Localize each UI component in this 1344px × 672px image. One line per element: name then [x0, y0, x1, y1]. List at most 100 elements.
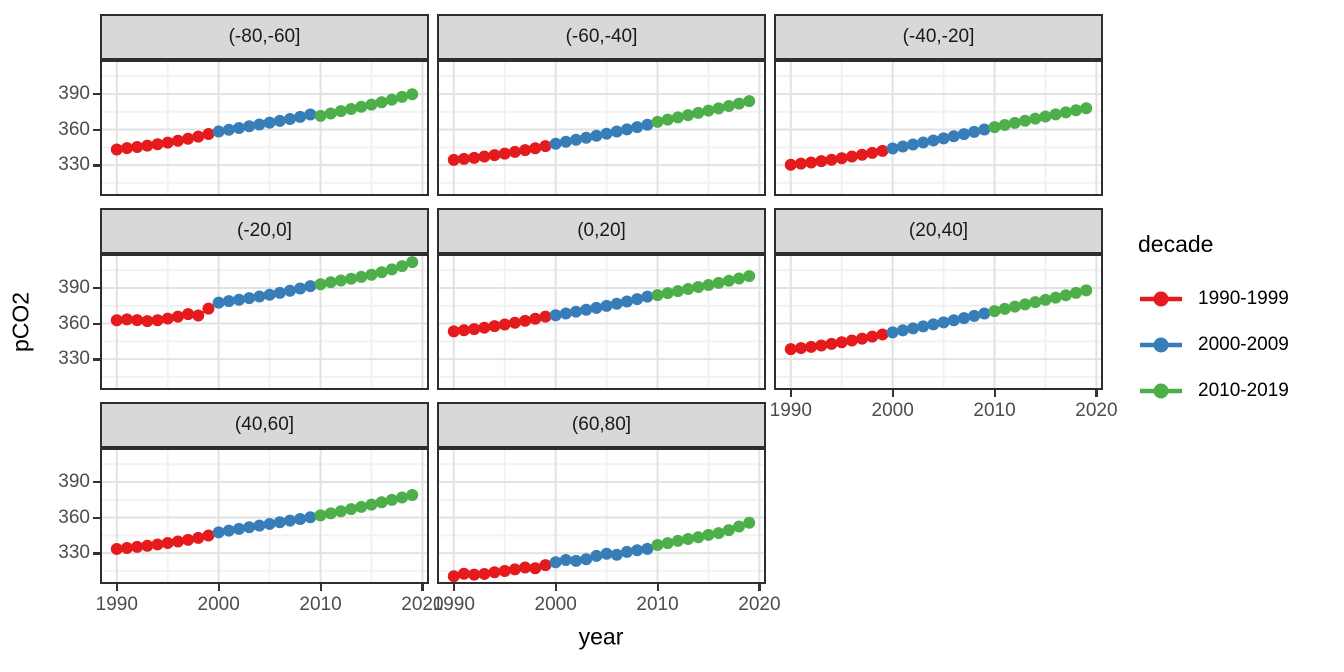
data-point	[233, 293, 246, 306]
data-point	[151, 538, 164, 551]
data-point	[324, 107, 337, 120]
data-point	[907, 138, 920, 151]
data-point	[355, 500, 368, 513]
y-tick-mark	[93, 92, 100, 96]
facet-plot-area	[776, 256, 1101, 388]
data-point	[141, 539, 154, 552]
y-tick-label: 360	[58, 506, 90, 528]
data-point	[917, 320, 930, 333]
legend-key-glyph	[1140, 291, 1182, 307]
data-point	[559, 307, 572, 320]
data-point	[212, 296, 225, 309]
data-point	[263, 517, 276, 530]
data-point	[692, 281, 705, 294]
x-tick-label: 2000	[871, 400, 914, 421]
data-point	[1039, 110, 1052, 123]
legend-entries: 1990-1999 2000-2009 2010-2019	[1138, 276, 1289, 414]
data-point	[702, 528, 715, 541]
x-tick-label: 1990	[432, 594, 475, 615]
data-point	[161, 537, 174, 550]
data-point	[1059, 289, 1072, 302]
data-point	[1019, 114, 1032, 127]
data-point	[406, 88, 419, 101]
data-point	[917, 136, 930, 149]
data-point	[651, 289, 664, 302]
data-point	[243, 120, 256, 133]
facet-strip-label: (-80,-60]	[100, 14, 429, 60]
data-point	[825, 153, 838, 166]
data-point	[468, 323, 481, 336]
data-point	[243, 521, 256, 534]
y-tick-label: 390	[58, 82, 90, 104]
data-point	[457, 324, 470, 337]
data-point	[907, 322, 920, 335]
data-point	[1070, 104, 1083, 117]
data-point	[508, 563, 521, 576]
data-point	[324, 276, 337, 289]
x-axis-title: year	[578, 623, 624, 650]
data-point	[590, 129, 603, 142]
data-point	[631, 293, 644, 306]
facet-strip-label: (-40,-20]	[774, 14, 1103, 60]
x-tick-label: 2010	[973, 400, 1016, 421]
y-tick-label: 390	[58, 276, 90, 298]
data-point	[334, 274, 347, 287]
facet-strip-label: (0,20]	[437, 208, 766, 254]
data-point	[192, 309, 205, 322]
data-point	[192, 130, 205, 143]
legend-entry-label: 2010-2019	[1198, 380, 1289, 401]
data-point	[805, 340, 818, 353]
x-tick-mark	[758, 584, 761, 591]
facet-plot-area	[102, 62, 427, 194]
data-point	[233, 122, 246, 134]
data-point	[978, 123, 991, 136]
data-point	[896, 324, 909, 337]
data-point	[141, 315, 154, 328]
data-point	[182, 132, 195, 145]
data-point	[447, 153, 460, 166]
data-point	[733, 520, 746, 533]
data-point	[876, 144, 889, 157]
data-point	[682, 283, 695, 296]
data-point	[498, 564, 511, 577]
facet-7: (60,80]	[437, 402, 766, 584]
data-point	[253, 118, 266, 131]
data-point	[651, 115, 664, 128]
data-point	[334, 105, 347, 118]
facet-plot-area	[102, 256, 427, 388]
data-point	[641, 542, 654, 555]
data-point	[1039, 293, 1052, 306]
x-tick-label: 2010	[636, 594, 679, 615]
data-point	[131, 540, 144, 553]
facet-plot-area	[439, 256, 764, 388]
data-point	[110, 143, 123, 156]
data-point	[590, 549, 603, 562]
data-point	[161, 136, 174, 149]
data-point	[253, 290, 266, 303]
data-point	[815, 339, 828, 352]
facet-panel	[437, 254, 766, 390]
y-tick-label: 360	[58, 118, 90, 140]
x-tick-mark	[115, 584, 119, 591]
data-point	[661, 287, 674, 300]
data-point	[202, 529, 215, 542]
facet-plot-area	[439, 450, 764, 582]
data-point	[937, 316, 950, 329]
data-point	[743, 270, 756, 283]
data-point	[273, 114, 286, 127]
data-point	[620, 545, 633, 558]
data-point	[314, 278, 327, 291]
facet-strip-label: (20,40]	[774, 208, 1103, 254]
x-tick-mark	[217, 584, 221, 591]
legend-key-glyph	[1140, 337, 1182, 353]
facet-strip-label: (60,80]	[437, 402, 766, 448]
y-tick-mark	[93, 164, 100, 167]
facet-0: (-80,-60]	[100, 14, 429, 196]
data-point	[498, 318, 511, 331]
data-point	[692, 106, 705, 119]
data-point	[345, 103, 358, 116]
data-point	[712, 102, 725, 115]
facet-2: (-40,-20]	[774, 14, 1103, 196]
data-point	[978, 307, 991, 320]
